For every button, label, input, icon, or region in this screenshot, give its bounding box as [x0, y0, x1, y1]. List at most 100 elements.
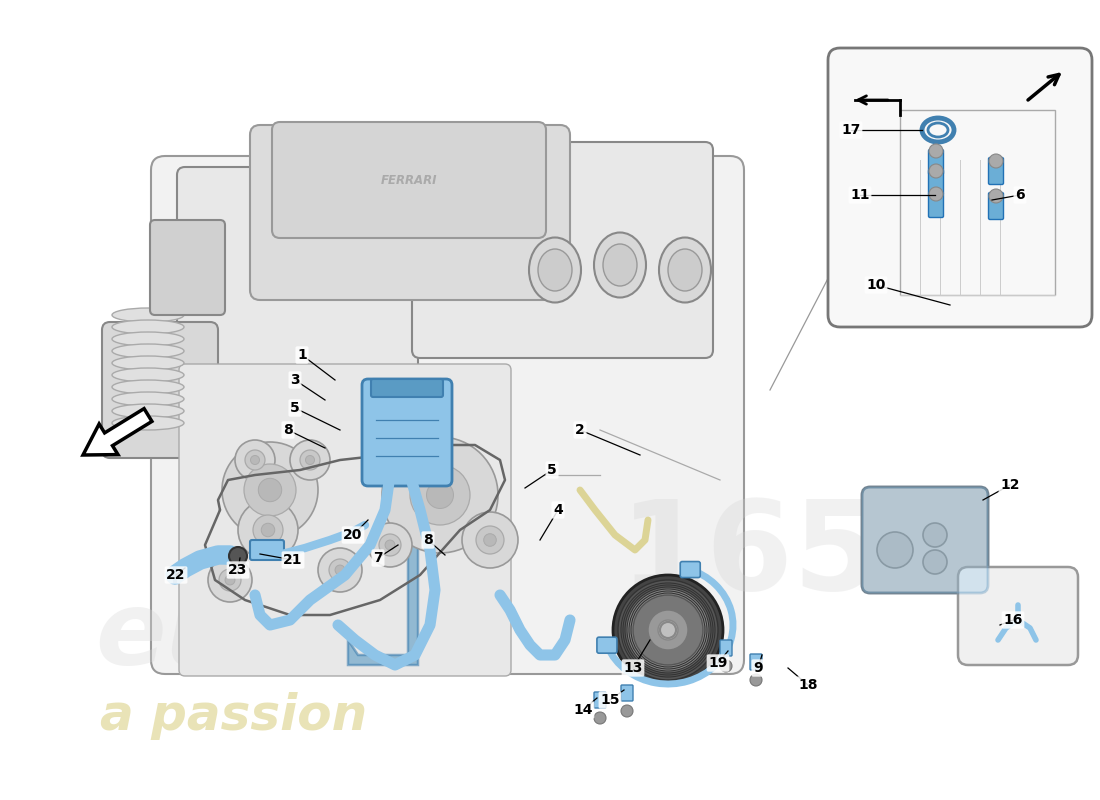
Circle shape [930, 164, 943, 178]
Text: 16: 16 [1003, 613, 1023, 627]
Text: 11: 11 [850, 188, 870, 202]
Circle shape [229, 547, 248, 565]
FancyBboxPatch shape [989, 193, 1003, 219]
Text: 13: 13 [624, 661, 642, 675]
Circle shape [476, 526, 504, 554]
Text: 15: 15 [601, 693, 619, 707]
FancyBboxPatch shape [250, 125, 570, 300]
FancyBboxPatch shape [597, 637, 617, 653]
Circle shape [989, 189, 1003, 203]
Circle shape [222, 442, 318, 538]
Circle shape [923, 550, 947, 574]
FancyBboxPatch shape [720, 640, 732, 656]
Circle shape [660, 622, 676, 638]
Ellipse shape [112, 392, 184, 406]
FancyBboxPatch shape [680, 562, 701, 578]
Ellipse shape [112, 404, 184, 418]
Ellipse shape [594, 233, 646, 298]
Text: 19: 19 [708, 656, 728, 670]
Circle shape [262, 523, 275, 537]
FancyBboxPatch shape [102, 322, 218, 458]
Polygon shape [348, 440, 418, 665]
FancyBboxPatch shape [928, 170, 944, 194]
Circle shape [379, 534, 401, 556]
FancyBboxPatch shape [412, 142, 713, 358]
FancyBboxPatch shape [958, 567, 1078, 665]
Ellipse shape [112, 356, 184, 370]
Text: 5: 5 [290, 401, 300, 415]
Ellipse shape [112, 332, 184, 346]
FancyBboxPatch shape [250, 540, 284, 560]
Circle shape [235, 440, 275, 480]
Circle shape [877, 532, 913, 568]
FancyBboxPatch shape [862, 487, 988, 593]
Circle shape [930, 144, 943, 158]
Text: 21: 21 [284, 553, 302, 567]
Circle shape [626, 588, 710, 672]
Circle shape [306, 455, 315, 465]
Ellipse shape [538, 249, 572, 291]
Circle shape [658, 620, 678, 640]
FancyBboxPatch shape [150, 220, 226, 315]
Circle shape [244, 464, 296, 516]
Circle shape [382, 437, 498, 553]
Circle shape [484, 534, 496, 546]
Bar [900, 110, 1055, 295]
Text: 14: 14 [573, 703, 593, 717]
Text: 8: 8 [283, 423, 293, 437]
Ellipse shape [668, 249, 702, 291]
Text: euro: euro [95, 586, 363, 687]
Ellipse shape [112, 320, 184, 334]
Ellipse shape [112, 416, 184, 430]
Ellipse shape [112, 344, 184, 358]
Circle shape [245, 450, 265, 470]
Circle shape [385, 540, 395, 550]
FancyBboxPatch shape [928, 193, 944, 218]
Circle shape [368, 523, 412, 567]
Text: 4: 4 [553, 503, 563, 517]
Circle shape [219, 569, 241, 591]
FancyBboxPatch shape [272, 122, 546, 238]
Circle shape [300, 450, 320, 470]
FancyBboxPatch shape [594, 692, 606, 708]
Circle shape [427, 482, 453, 509]
FancyBboxPatch shape [750, 654, 762, 670]
Text: 20: 20 [343, 528, 363, 542]
Ellipse shape [112, 380, 184, 394]
Circle shape [720, 660, 732, 672]
FancyArrow shape [82, 409, 152, 455]
FancyBboxPatch shape [828, 48, 1092, 327]
FancyBboxPatch shape [989, 158, 1003, 185]
Circle shape [318, 548, 362, 592]
FancyBboxPatch shape [621, 685, 632, 701]
Circle shape [329, 559, 351, 581]
Circle shape [594, 712, 606, 724]
Text: 165: 165 [620, 495, 881, 616]
Text: 8: 8 [424, 533, 433, 547]
Text: a passion: a passion [100, 692, 367, 740]
Circle shape [290, 440, 330, 480]
Circle shape [621, 705, 632, 717]
Circle shape [923, 523, 947, 547]
Ellipse shape [529, 238, 581, 302]
Text: FERRARI: FERRARI [381, 174, 438, 186]
Circle shape [251, 455, 260, 465]
Text: 7: 7 [373, 551, 383, 565]
FancyBboxPatch shape [151, 156, 744, 674]
Circle shape [632, 595, 703, 665]
Text: 1: 1 [297, 348, 307, 362]
Text: 3: 3 [290, 373, 300, 387]
Ellipse shape [603, 244, 637, 286]
Ellipse shape [112, 368, 184, 382]
Ellipse shape [659, 238, 711, 302]
Circle shape [648, 610, 688, 650]
Circle shape [462, 512, 518, 568]
Circle shape [618, 580, 718, 680]
Text: 23: 23 [229, 563, 248, 577]
Circle shape [989, 154, 1003, 168]
FancyBboxPatch shape [862, 487, 988, 593]
FancyBboxPatch shape [371, 379, 443, 397]
Text: 5: 5 [547, 463, 557, 477]
Circle shape [208, 558, 252, 602]
Text: 12: 12 [1000, 478, 1020, 492]
